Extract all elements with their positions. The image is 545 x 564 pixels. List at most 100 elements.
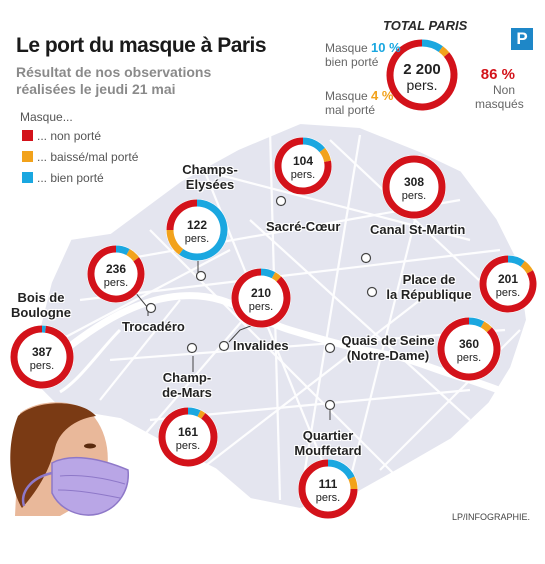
donut-segment-non [479, 255, 537, 313]
total-bien-label: Masque 10 % bien porté [325, 40, 401, 70]
label-line: Sacré-Cœur [266, 219, 341, 234]
donut-unit: pers. [316, 492, 340, 504]
donut-count: 122 [187, 218, 207, 232]
bien-label-line2: bien porté [325, 55, 379, 69]
donut-background [87, 245, 145, 303]
donut-segment-non [386, 39, 458, 111]
place-label-mouffetard: Quartier Mouffetard [288, 428, 368, 458]
donut-count: 360 [459, 337, 479, 351]
place-label-invalides: Invalides [233, 338, 289, 353]
donut-background [479, 255, 537, 313]
non-label-line2: masqués [475, 97, 524, 111]
donut-unit: pers. [104, 277, 128, 289]
swatch-orange [22, 151, 33, 162]
donut-segment-mal [126, 249, 140, 262]
donut-background [166, 199, 228, 261]
legend-item-non-porte: ... non porté [22, 129, 101, 143]
donut-count: 387 [32, 345, 52, 359]
donut-unit: pers. [496, 287, 520, 299]
donut-unit: pers. [176, 440, 200, 452]
swatch-blue [22, 172, 33, 183]
place-label-champ-de-mars: Champ-de-Mars [158, 370, 216, 400]
swatch-red [22, 130, 33, 141]
legend-label: ... baissé/mal porté [37, 150, 139, 164]
label-line: Boulogne [11, 305, 71, 320]
donut-unit: pers. [406, 77, 437, 93]
bien-label-line1: Masque [325, 41, 368, 55]
label-line: Elysées [185, 177, 235, 192]
label-line: de-Mars [162, 385, 212, 400]
donut-segment-mal [520, 260, 533, 274]
legend-item-mal-porte: ... baissé/mal porté [22, 150, 138, 164]
donut-background [386, 39, 458, 111]
donut-segment-non [10, 325, 74, 389]
bien-pct: 10 % [371, 40, 401, 55]
label-line: la République [386, 287, 472, 302]
legend-item-bien-porte: ... bien porté [22, 171, 104, 185]
place-label-trocadero: Trocadéro [122, 319, 185, 334]
mal-pct: 4 % [371, 88, 394, 103]
donut-segment-mal [166, 229, 184, 255]
donut-count: 111 [319, 477, 338, 491]
total-mal-label: Masque 4 % mal porté [325, 88, 394, 118]
donut-segment-non [166, 199, 198, 231]
non-pct: 86 % [480, 66, 515, 83]
mal-label-line1: Masque [325, 89, 368, 103]
donut-segment-non [298, 459, 358, 519]
donut-background [274, 137, 332, 195]
legend-label: ... bien porté [37, 171, 104, 185]
label-line: Champ- [162, 370, 212, 385]
donut-segment-mal [348, 476, 358, 490]
place-label-champs-elysees: Champs- Elysées [180, 162, 240, 192]
donut-count: 201 [498, 272, 518, 286]
donut-background [10, 325, 74, 389]
donut-unit: pers. [30, 360, 54, 372]
donut-unit: pers. [457, 352, 481, 364]
masked-face-illustration [10, 402, 129, 516]
donut-count: 308 [404, 175, 424, 189]
donut-unit: pers. [249, 301, 273, 313]
donut-count: 161 [178, 425, 198, 439]
donut-segment-mal [197, 410, 206, 419]
label-line: (Notre-Dame) [346, 348, 430, 363]
donut-segment-non [382, 155, 446, 219]
place-label-sacre-coeur: Sacré-Cœur [266, 219, 340, 234]
label-line: Trocadéro [122, 319, 185, 334]
place-label-place-republique: Place de la République [384, 272, 474, 302]
donut-segment-bien [421, 39, 443, 53]
page-title: Le port du masque à Paris [16, 34, 267, 57]
donut-segment-mal [319, 147, 331, 163]
donut-background [231, 268, 291, 328]
donut-segment-non [87, 245, 145, 303]
label-line: Invalides [233, 338, 289, 353]
place-label-quais-seine: Quais de Seine (Notre-Dame) [338, 333, 438, 363]
mal-label-line2: mal porté [325, 103, 376, 117]
donut-count: 104 [293, 154, 313, 168]
donut-unit: pers. [291, 169, 315, 181]
donut-count: 210 [251, 286, 271, 300]
donut-background [298, 459, 358, 519]
label-line: Bois de [17, 290, 65, 305]
donut-segment-bien [468, 317, 485, 328]
le-parisien-logo: P [511, 28, 533, 50]
legend-title: Masque... [20, 110, 73, 124]
label-line: Canal St-Martin [370, 222, 466, 237]
donut-unit: pers. [185, 233, 209, 245]
donut-segment-mal [271, 272, 282, 282]
place-label-bois-boulogne: Bois de Boulogne [8, 290, 74, 320]
donut-segment-bien [302, 137, 325, 153]
legend-label: ... non porté [37, 129, 102, 143]
place-label-canal-st-martin: Canal St-Martin [370, 222, 465, 237]
donut-segment-bien [179, 199, 228, 261]
donut-segment-bien [327, 459, 355, 480]
donut-segment-mal [438, 46, 450, 57]
non-label-line1: Non [492, 83, 515, 97]
donut-segment-non [437, 317, 501, 381]
